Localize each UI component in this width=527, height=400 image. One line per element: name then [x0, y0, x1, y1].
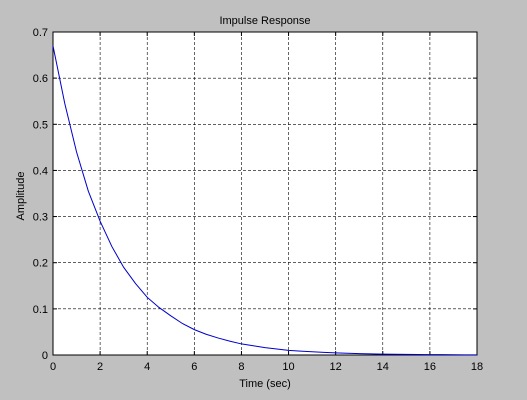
y-axis-label: Amplitude — [15, 172, 27, 221]
y-tick-label: 0.7 — [33, 27, 48, 39]
impulse-response-line — [52, 45, 478, 356]
y-tick-label: 0.4 — [33, 165, 48, 177]
y-tick-label: 0.1 — [33, 304, 48, 316]
y-tick-label: 0.5 — [33, 119, 48, 131]
y-tick-label: 0.2 — [33, 258, 48, 270]
x-axis-label: Time (sec) — [239, 378, 291, 390]
grid-lines — [53, 32, 477, 355]
x-tick-label: 2 — [97, 361, 103, 373]
x-tick-label: 6 — [191, 361, 197, 373]
x-tick-label: 0 — [50, 361, 56, 373]
x-tick-label: 8 — [238, 361, 244, 373]
x-tick-label: 12 — [330, 361, 342, 373]
y-tick-label: 0.6 — [33, 73, 48, 85]
chart-title: Impulse Response — [219, 15, 310, 27]
x-tick-label: 14 — [377, 361, 389, 373]
y-tick-label: 0 — [42, 350, 48, 362]
tick-labels: 0 2 4 6 8 10 12 14 16 18 0 0.1 0.2 0.3 0.4 0.5 0.6 0.7 — [33, 27, 483, 373]
y-tick-label: 0.3 — [33, 212, 48, 224]
plot-area — [52, 31, 478, 356]
x-tick-label: 10 — [282, 361, 294, 373]
x-tick-label: 16 — [424, 361, 436, 373]
x-tick-label: 18 — [471, 361, 483, 373]
x-tick-label: 4 — [144, 361, 150, 373]
